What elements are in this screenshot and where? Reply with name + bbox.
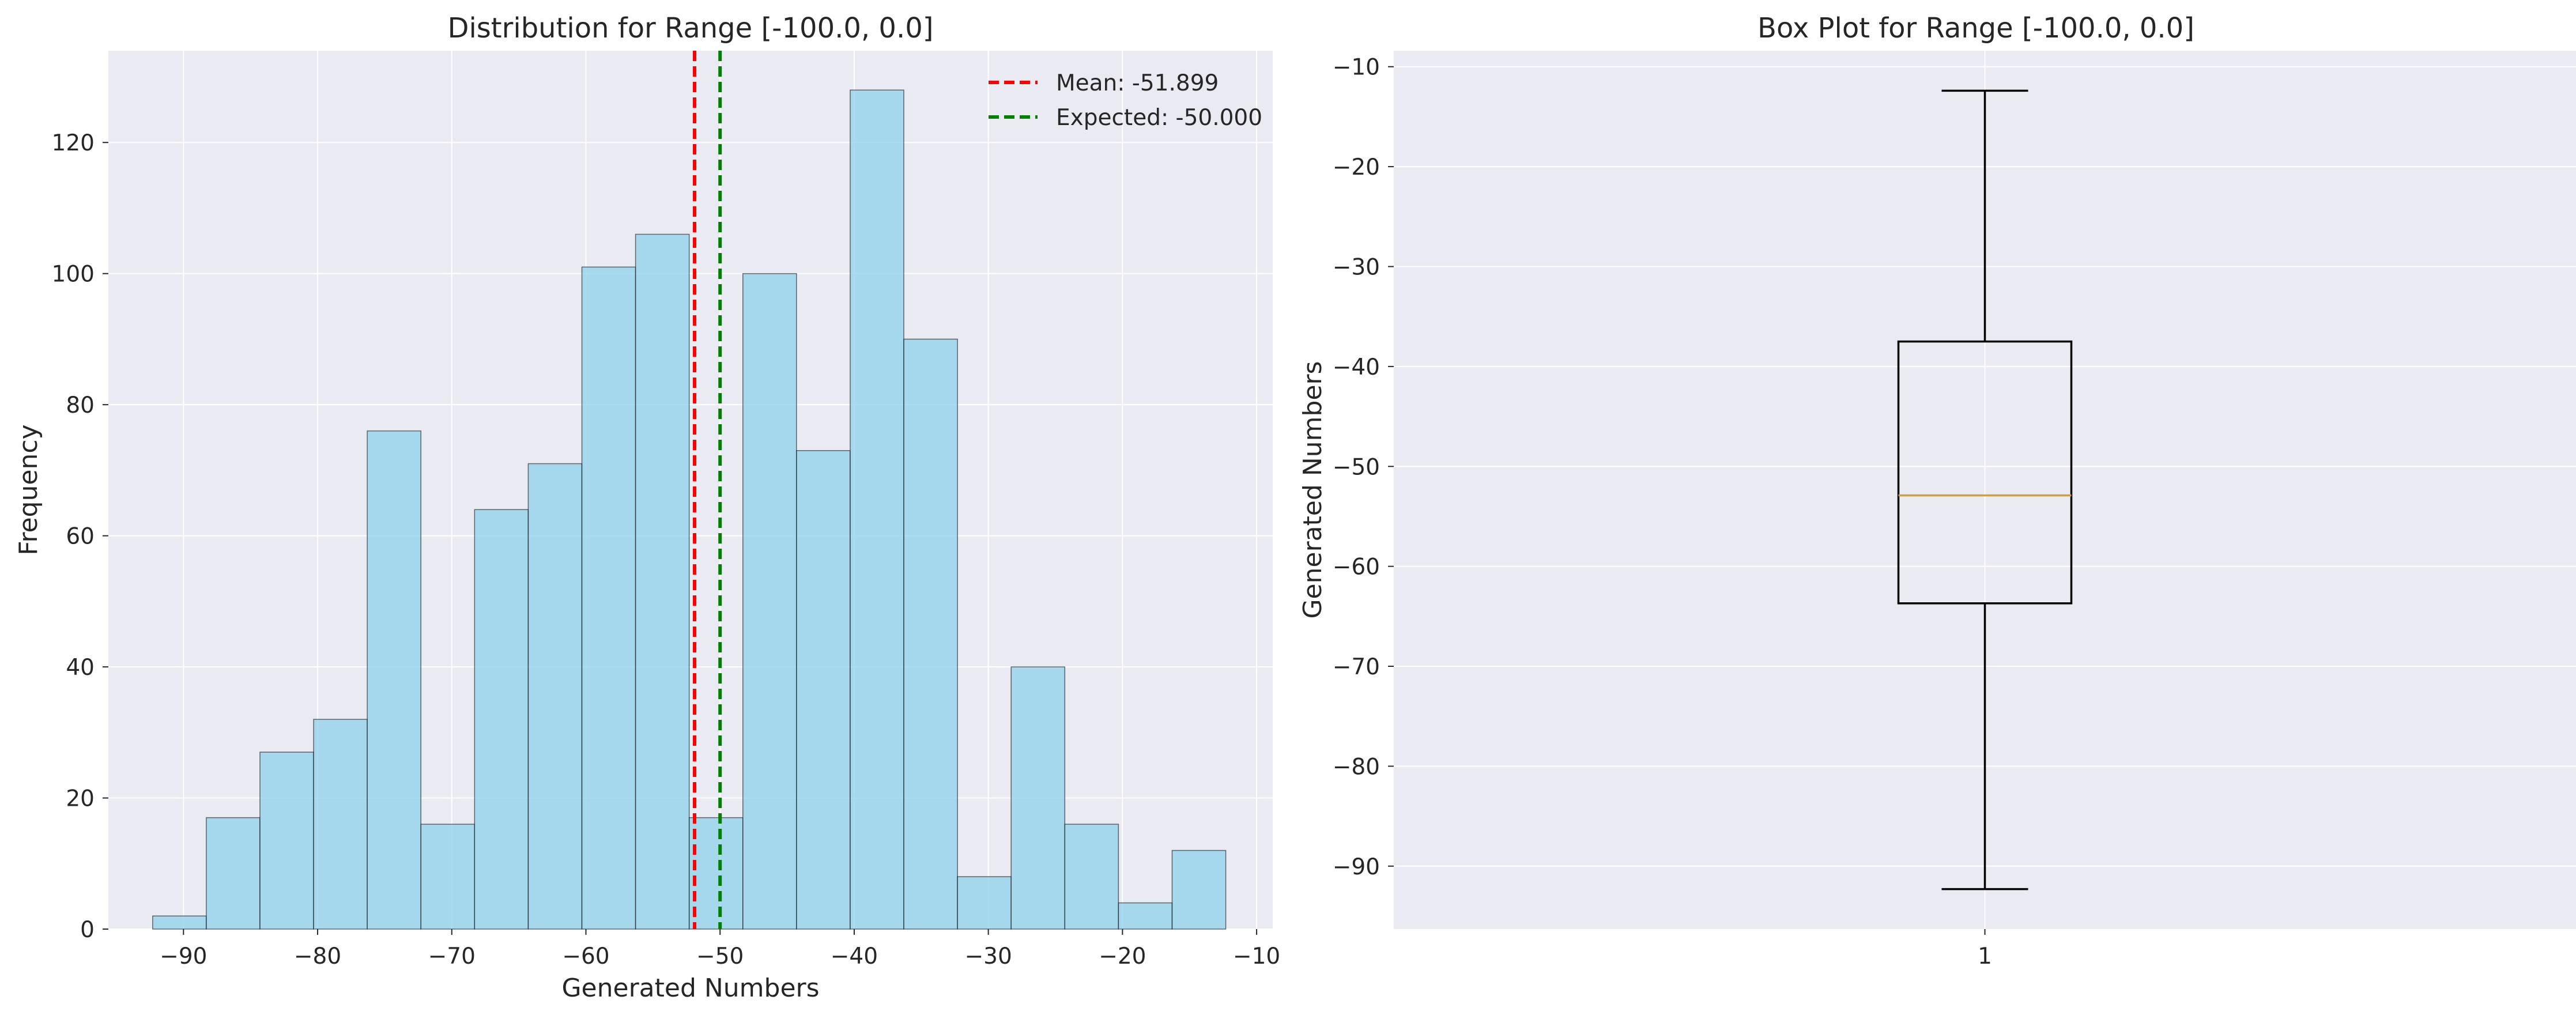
boxplot-y-axis-label: Generated Numbers bbox=[1298, 361, 1327, 618]
boxplot-title: Box Plot for Range [-100.0, 0.0] bbox=[1757, 12, 2194, 44]
histogram-x-tick-label: −10 bbox=[1233, 943, 1280, 969]
histogram-bars bbox=[152, 89, 1227, 930]
histogram-bar bbox=[742, 273, 797, 930]
legend-mean-label: Mean: -51.899 bbox=[1056, 70, 1219, 96]
histogram-bar bbox=[903, 338, 958, 930]
histogram-x-tick-label: −80 bbox=[294, 943, 341, 969]
histogram-bar bbox=[1118, 902, 1173, 930]
boxplot-y-tick-label: −60 bbox=[1333, 554, 1380, 580]
histogram-y-tick-label: 20 bbox=[66, 786, 95, 812]
histogram-x-tick-label: −30 bbox=[964, 943, 1012, 969]
histogram-legend: Mean: -51.899 Expected: -50.000 bbox=[989, 70, 1262, 131]
histogram-x-tick-label: −60 bbox=[562, 943, 609, 969]
histogram-x-ticks: −90 −80 −70 −60 −50 −40 −30 −20 −10 bbox=[160, 929, 1280, 969]
boxplot-y-ticks: −90 −80 −70 −60 −50 −40 −30 −20 −10 bbox=[1333, 55, 1394, 880]
histogram-bar bbox=[367, 430, 421, 930]
boxplot-x-tick-label: 1 bbox=[1978, 943, 1992, 969]
histogram-bar bbox=[957, 876, 1012, 930]
histogram-x-tick-label: −90 bbox=[160, 943, 207, 969]
histogram-y-tick-label: 80 bbox=[66, 392, 95, 418]
boxplot-panel: −90 −80 −70 −60 −50 −40 −30 −20 −10 1 Box Plot f… bbox=[1298, 12, 2576, 969]
histogram-bar bbox=[420, 824, 476, 930]
histogram-bar bbox=[259, 752, 314, 930]
histogram-y-ticks: 0 20 40 60 80 100 120 bbox=[52, 130, 108, 943]
boxplot-y-tick-label: −10 bbox=[1333, 55, 1380, 81]
boxplot-x-ticks: 1 bbox=[1978, 929, 1992, 969]
histogram-bar bbox=[152, 915, 207, 930]
histogram-bar bbox=[1171, 850, 1227, 930]
histogram-panel: −90 −80 −70 −60 −50 −40 −30 −20 −10 0 20 40 60 80 100… bbox=[14, 12, 1280, 1003]
histogram-bar bbox=[474, 509, 529, 930]
boxplot-y-tick-label: −90 bbox=[1333, 854, 1380, 880]
histogram-y-tick-label: 0 bbox=[80, 917, 95, 943]
histogram-bar bbox=[206, 817, 261, 930]
histogram-reference-lines bbox=[693, 51, 722, 929]
histogram-x-tick-label: −70 bbox=[428, 943, 476, 969]
histogram-x-axis-label: Generated Numbers bbox=[561, 973, 819, 1003]
histogram-bar bbox=[1010, 666, 1066, 930]
boxplot-y-tick-label: −50 bbox=[1333, 454, 1380, 480]
histogram-bar bbox=[850, 89, 904, 930]
histogram-bar bbox=[581, 266, 636, 930]
histogram-x-tick-label: −50 bbox=[696, 943, 744, 969]
histogram-y-tick-label: 60 bbox=[66, 524, 95, 550]
histogram-bar bbox=[527, 463, 583, 930]
histogram-y-axis-label: Frequency bbox=[14, 424, 43, 555]
boxplot-y-tick-label: −30 bbox=[1333, 254, 1380, 280]
boxplot-y-tick-label: −80 bbox=[1333, 754, 1380, 780]
histogram-y-tick-label: 40 bbox=[66, 655, 95, 681]
legend-expected-label: Expected: -50.000 bbox=[1056, 105, 1262, 131]
boxplot-y-tick-label: −40 bbox=[1333, 354, 1380, 380]
interquartile-box bbox=[1897, 340, 2073, 605]
boxplot-elements bbox=[1897, 89, 2073, 890]
histogram-bar bbox=[796, 450, 851, 930]
histogram-bar bbox=[1064, 824, 1119, 930]
boxplot-y-tick-label: −70 bbox=[1333, 654, 1380, 680]
histogram-y-tick-label: 100 bbox=[52, 262, 95, 288]
histogram-bar bbox=[688, 817, 744, 930]
boxplot-y-tick-label: −20 bbox=[1333, 154, 1380, 180]
histogram-bar bbox=[313, 719, 368, 930]
histogram-y-tick-label: 120 bbox=[52, 130, 95, 156]
histogram-bar bbox=[635, 233, 690, 930]
histogram-title: Distribution for Range [-100.0, 0.0] bbox=[448, 12, 934, 44]
histogram-x-tick-label: −40 bbox=[831, 943, 878, 969]
histogram-x-tick-label: −20 bbox=[1099, 943, 1146, 969]
